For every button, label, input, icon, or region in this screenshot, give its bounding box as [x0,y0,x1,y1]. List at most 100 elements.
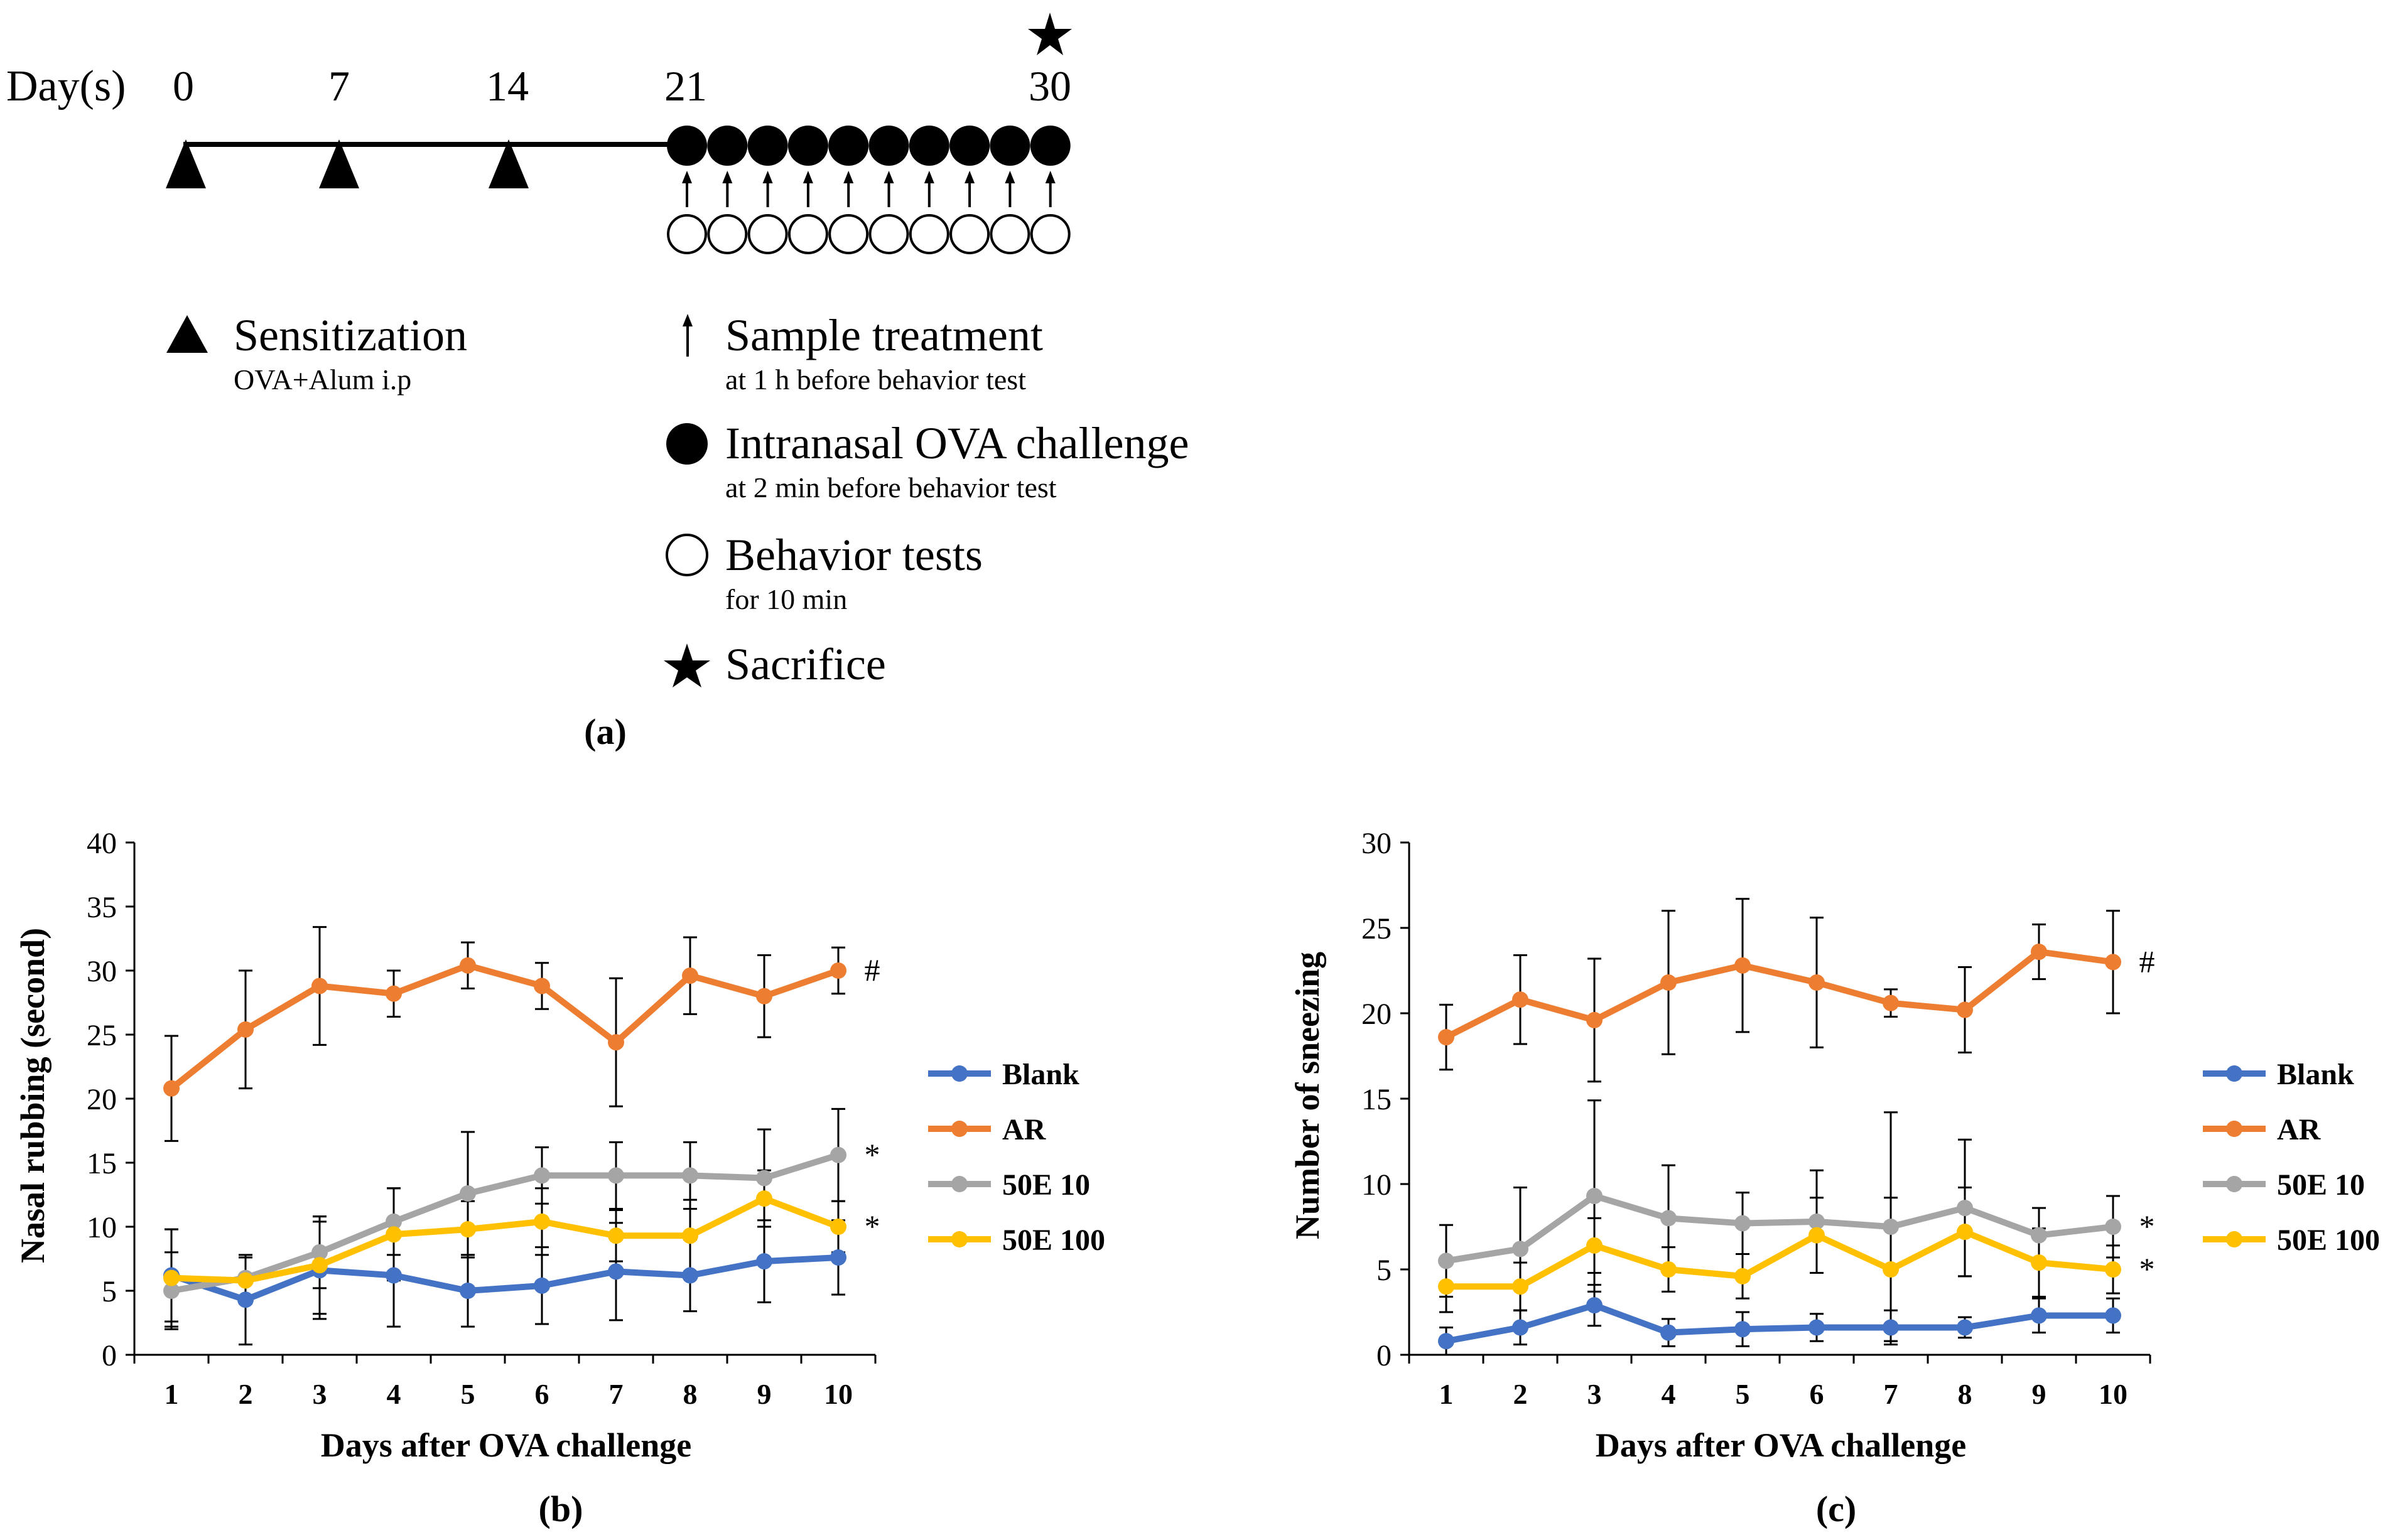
x-tick-label: 8 [683,1378,698,1410]
data-point [756,1170,772,1187]
y-tick-label: 5 [1376,1254,1392,1287]
data-point [1734,957,1751,974]
legend-label: Blank [2277,1058,2354,1091]
challenge-circle-icon [828,126,869,166]
challenge-circle-icon [707,126,748,166]
day-label-7: 7 [328,62,350,110]
legend-item: AR [2203,1113,2322,1146]
treatment-arrow-icon [965,171,975,207]
data-point [1586,1188,1603,1205]
y-tick-label: 40 [87,827,117,860]
y-tick-label: 30 [1361,827,1392,860]
legend-label: 50E 100 [2277,1224,2380,1257]
x-tick-label: 6 [1810,1378,1824,1410]
data-point [682,1167,698,1184]
challenge-circle-icon [747,126,788,166]
data-point [1734,1321,1751,1338]
day-label-14: 14 [486,62,529,110]
data-point [682,1267,698,1284]
x-tick-label: 1 [1439,1378,1454,1410]
data-point [608,1227,624,1244]
behavior-circle-icon [909,214,949,254]
data-point [534,1277,550,1294]
data-point [1438,1252,1454,1269]
series-line-ar [1444,949,2114,1040]
x-tick-label: 7 [1884,1378,1898,1410]
sacrifice-star-icon [1028,13,1072,55]
data-point [1512,991,1528,1008]
x-tick-label: 3 [313,1378,327,1410]
y-tick-label: 10 [87,1211,117,1244]
data-point [460,1283,476,1299]
data-point [386,1213,402,1230]
data-point [311,977,328,994]
chart-c-xlabel: Days after OVA challenge [1596,1426,1966,1464]
legend-behavior-label: Behavior tests [725,530,983,580]
data-point [386,1267,402,1284]
data-point [830,1219,846,1235]
legend-label: Blank [1002,1058,1079,1091]
data-point [1957,1001,1973,1018]
treatment-arrow-icon [843,171,854,207]
series-line-50e-10 [171,1151,840,1294]
x-tick-label: 2 [239,1378,253,1410]
legend-item: 50E 100 [928,1224,1105,1257]
data-point [830,962,846,979]
y-tick-label: 25 [87,1019,117,1052]
chart-b-xlabel: Days after OVA challenge [321,1426,691,1464]
data-point [2105,1219,2121,1235]
data-point [311,1244,328,1261]
sensitization-triangle-icon [489,139,529,188]
legend-treatment-sub: at 1 h before behavior test [725,363,1026,396]
y-tick-label: 25 [1361,912,1392,945]
data-point [1957,1200,1973,1217]
data-point [1883,1261,1899,1278]
legend-challenge-label: Intranasal OVA challenge [725,418,1189,468]
data-point [163,1269,180,1286]
data-point [1734,1215,1751,1232]
significance-marker: * [2139,1209,2155,1244]
x-tick-label: 10 [2099,1378,2127,1410]
significance-marker: * [865,1137,880,1172]
day-label-21: 21 [664,62,707,110]
data-point [534,1167,550,1184]
behavior-legend-icon [666,534,708,576]
data-point [2105,1261,2121,1278]
legend-item: Blank [928,1058,1079,1091]
legend-label: 50E 100 [1002,1224,1105,1257]
x-tick-label: 5 [461,1378,475,1410]
x-tick-label: 6 [535,1378,549,1410]
series-line-blank [1446,1302,2113,1345]
data-point [756,1253,772,1270]
data-point [756,988,772,1004]
data-point [682,967,698,984]
legend-item: Blank [2203,1058,2354,1091]
behavior-circle-icon [949,214,990,254]
significance-marker: # [2139,944,2155,979]
series-line-ar [169,962,840,1091]
sensitization-triangle-icon [166,139,206,188]
challenge-circle-icon [990,126,1030,166]
challenge-series [667,126,1071,254]
legend-label: AR [2277,1113,2322,1146]
panel-label-a: (a) [584,711,627,752]
data-point [311,1257,328,1274]
legend-sacrifice-label: Sacrifice [725,639,886,689]
x-tick-label: 9 [2032,1378,2046,1410]
data-point [1808,1213,1825,1230]
data-point [2031,944,2047,961]
data-point [1438,1278,1454,1295]
data-point [1586,1297,1603,1314]
challenge-circle-icon [949,126,990,166]
y-tick-label: 20 [1361,998,1392,1031]
legend-label: 50E 10 [1002,1168,1090,1202]
y-tick-label: 15 [1361,1083,1392,1116]
data-point [237,1291,254,1308]
y-tick-label: 0 [102,1339,117,1372]
sensitization-legend-icon [166,315,208,353]
treatment-arrow-icon [803,171,813,207]
data-point [830,1249,846,1266]
treatment-arrow-icon [683,314,693,357]
sacrifice-legend-star-icon [664,643,710,687]
legend-sensitization-label: Sensitization [234,310,467,360]
